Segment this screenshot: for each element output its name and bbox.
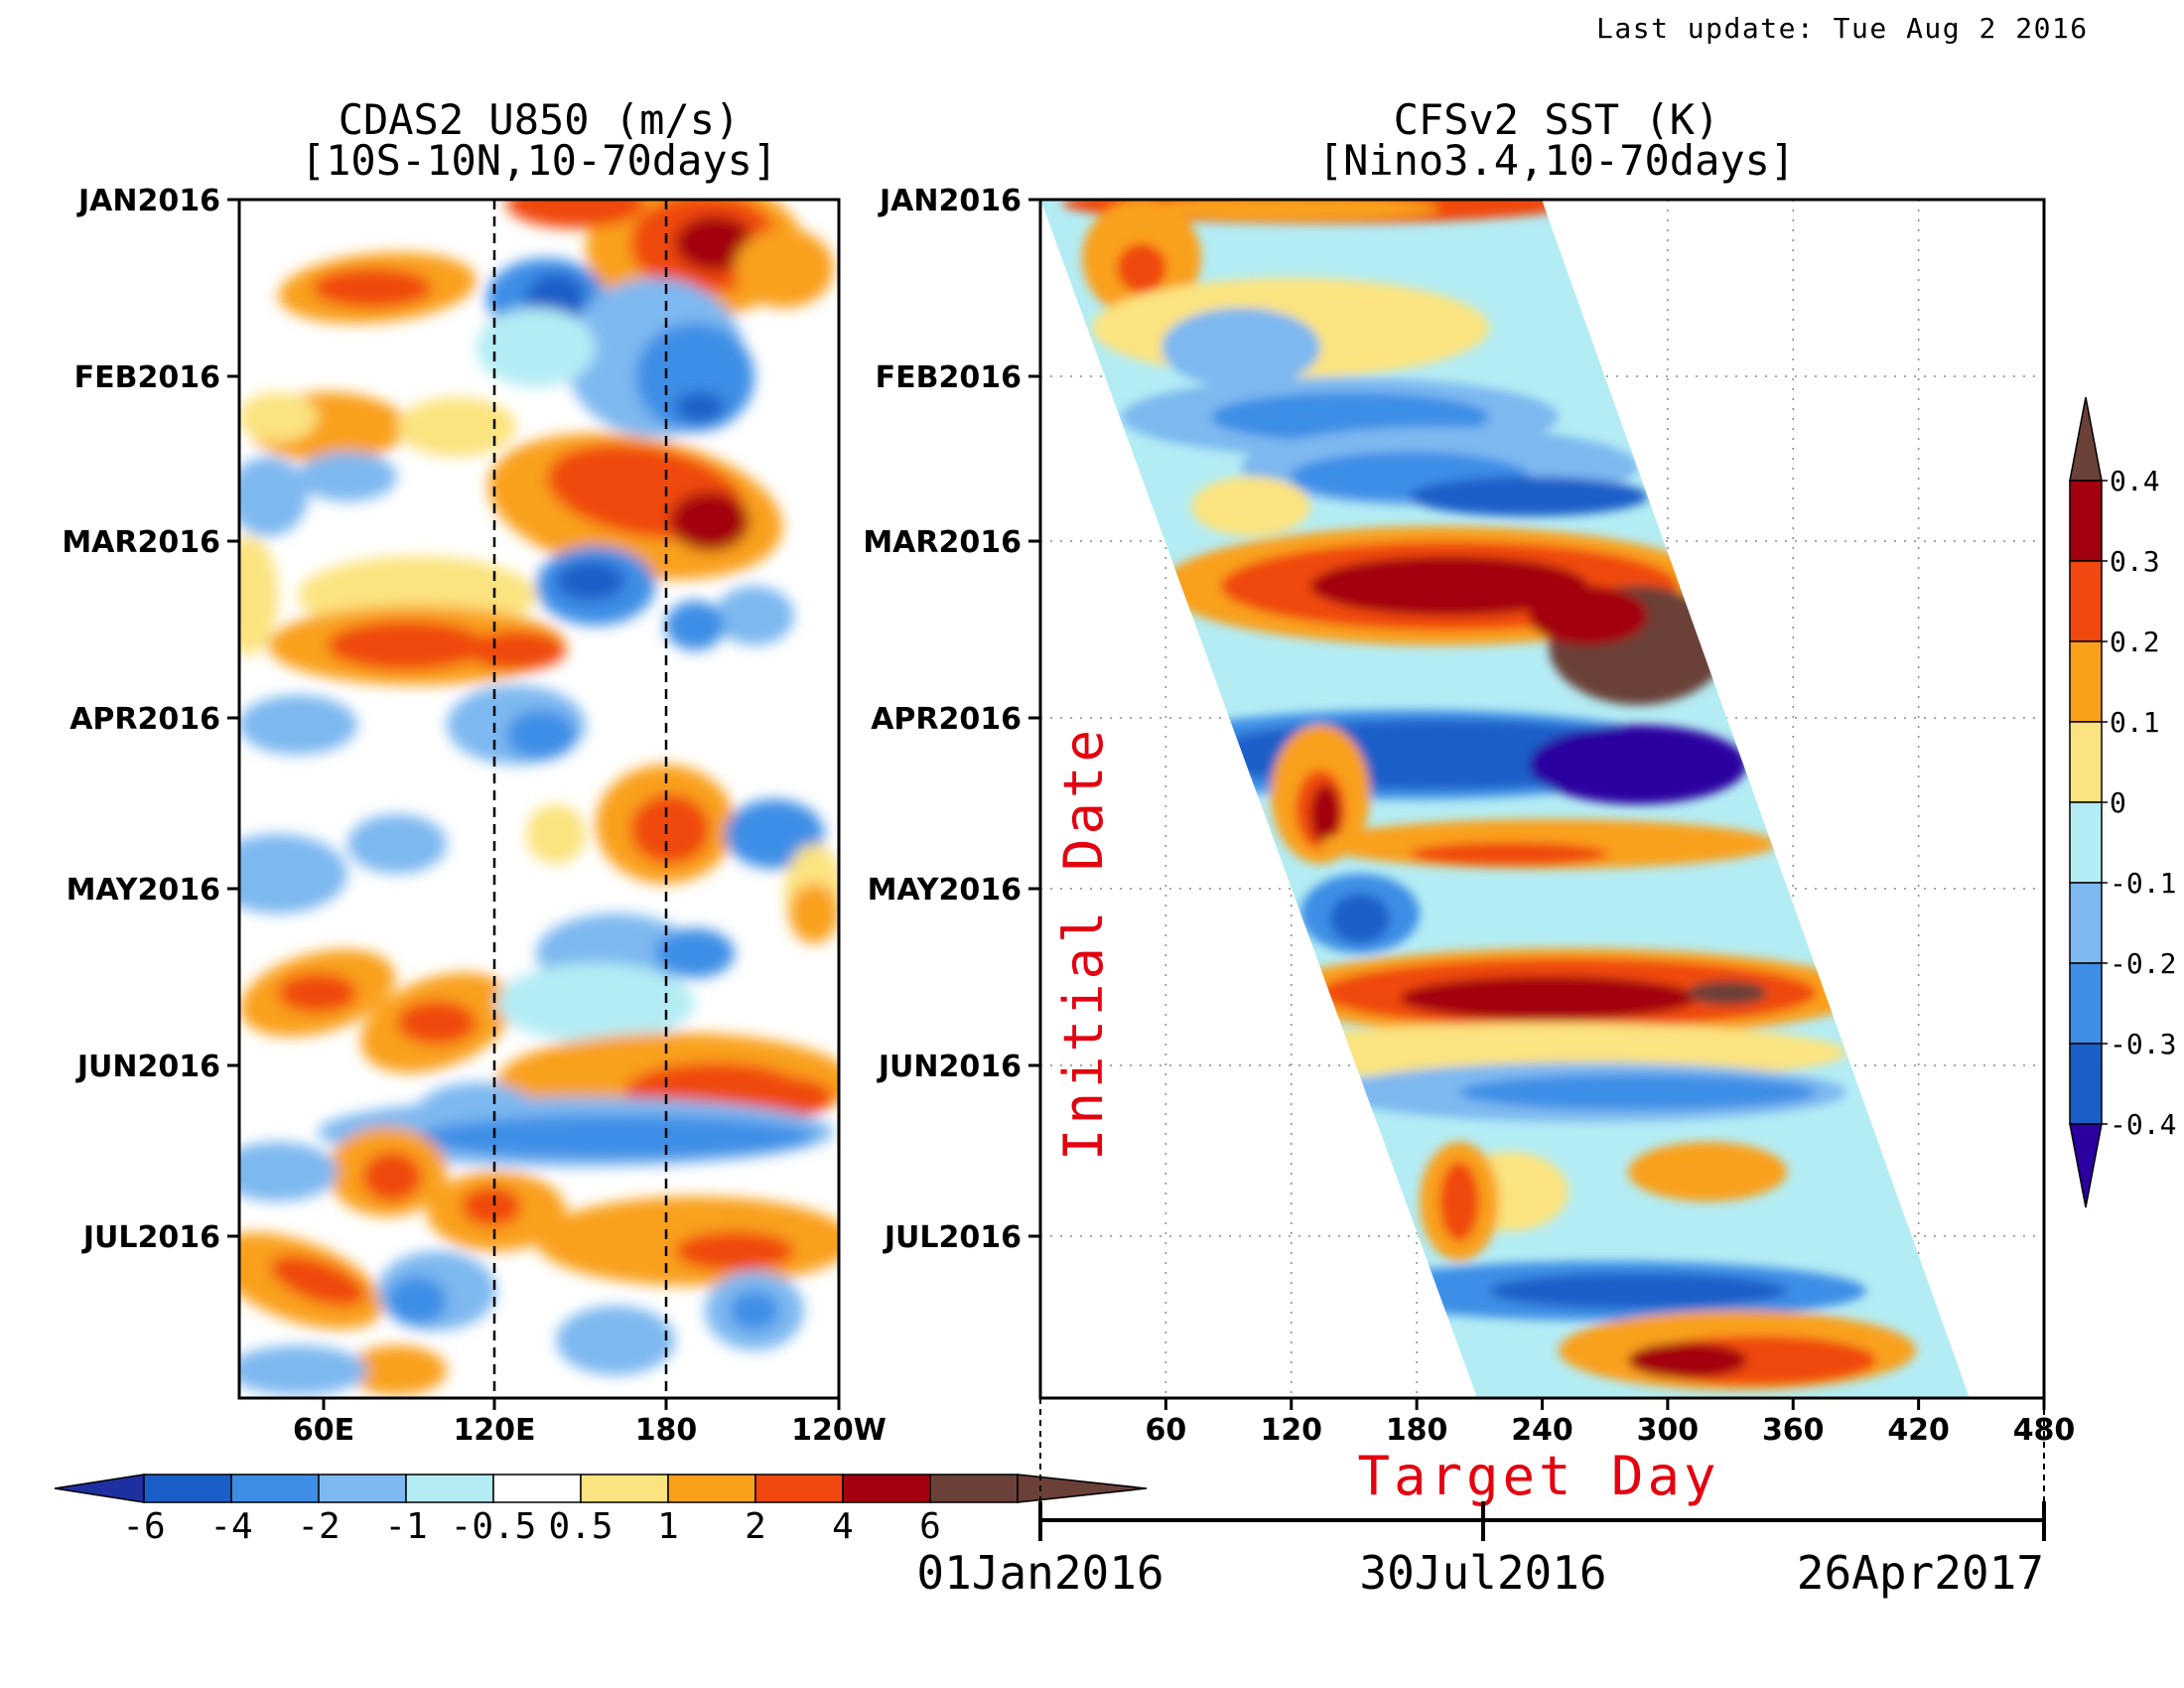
colorbar-swatch <box>754 1474 844 1503</box>
colorbar-label: -0.3 <box>2110 1028 2176 1060</box>
date-axis-label: 26Apr2017 <box>1797 1546 2044 1600</box>
left-chart: CDAS2 U850 (m/s) [10S-10N,10-70days] JAN… <box>54 95 1148 1547</box>
left-y-tick-label: APR2016 <box>69 702 220 737</box>
colorbar-label: 4 <box>832 1506 854 1547</box>
colorbar-swatch <box>2069 560 2103 642</box>
left-x-tick-label: 60E <box>293 1413 354 1448</box>
left-subtitle: [10S-10N,10-70days] <box>301 136 777 185</box>
right-x-tick-label: 60 <box>1146 1413 1187 1448</box>
left-x-tick-label: 120E <box>453 1413 535 1448</box>
right-x-tick-label: 240 <box>1511 1413 1573 1448</box>
left-y-tick-label: JUN2016 <box>75 1050 220 1084</box>
right-chart: CFSv2 SST (K) [Nino3.4,10-70days] JAN201… <box>863 95 2176 1600</box>
colorbar-swatch <box>580 1474 669 1503</box>
colorbar-swatch <box>318 1474 407 1503</box>
colorbar-label: 0.4 <box>2110 465 2160 497</box>
colorbar-swatch <box>2069 721 2103 803</box>
colorbar-label: -6 <box>122 1506 165 1547</box>
left-y-tick-label: JAN2016 <box>76 184 220 218</box>
right-y-tick-label: JAN2016 <box>878 184 1022 218</box>
right-y-tick-label: MAY2016 <box>868 873 1022 908</box>
colorbar-swatch <box>929 1474 1019 1503</box>
colorbar-swatch <box>230 1474 320 1503</box>
colorbar-swatch <box>2069 640 2103 723</box>
colorbar-arrow-left <box>54 1474 145 1503</box>
colorbar-arrow-right <box>1017 1474 1148 1503</box>
left-title: CDAS2 U850 (m/s) <box>339 95 741 144</box>
left-y-tick-label: MAY2016 <box>67 873 220 908</box>
right-x-tick-label: 300 <box>1637 1413 1700 1448</box>
colorbar-label: 0.5 <box>548 1506 613 1547</box>
date-axis-label: 30Jul2016 <box>1359 1546 1606 1600</box>
colorbar-label: -2 <box>297 1506 340 1547</box>
colorbar-label: 6 <box>919 1506 941 1547</box>
colorbar-label: -0.2 <box>2110 947 2176 980</box>
right-y-tick-label: APR2016 <box>871 702 1022 737</box>
right-x-axis: 60 120 180 240 300 360 420 480 <box>1146 1398 2075 1448</box>
colorbar-label: -0.4 <box>2110 1108 2176 1141</box>
colorbar-swatch <box>2069 962 2103 1045</box>
right-x-tick-label: 180 <box>1386 1413 1448 1448</box>
colorbar-swatch <box>667 1474 756 1503</box>
colorbar-label: -4 <box>209 1506 252 1547</box>
colorbar-swatch <box>842 1474 931 1503</box>
colorbar-swatch <box>492 1474 582 1503</box>
colorbar-swatch <box>2069 882 2103 964</box>
left-frame <box>237 198 841 1400</box>
right-y-axis: JAN2016 FEB2016 MAR2016 APR2016 MAY2016 JUN20… <box>863 184 1040 1255</box>
right-xlabel: Target Day <box>1357 1445 1719 1507</box>
right-x-tick-label: 420 <box>1887 1413 1950 1448</box>
left-x-tick-label: 120W <box>791 1413 887 1448</box>
colorbar-label: -1 <box>384 1506 427 1547</box>
colorbar-label: -0.1 <box>2110 867 2176 900</box>
colorbar-swatch <box>2069 480 2103 562</box>
colorbar-arrow-top <box>2069 396 2103 482</box>
last-update: Last update: Tue Aug 2 2016 <box>1596 12 2089 45</box>
colorbar-swatch <box>2069 801 2103 884</box>
left-x-tick-label: 180 <box>635 1413 698 1448</box>
right-colorbar: 0.4 0.3 0.2 0.1 0 -0.1 -0.2 -0.3 -0.4 <box>2069 396 2176 1208</box>
colorbar-label: 0.3 <box>2110 545 2160 578</box>
colorbar-label: 0 <box>2110 786 2126 819</box>
colorbar-swatch <box>405 1474 494 1503</box>
left-colorbar: -6 -4 -2 -1 -0.5 0.5 1 2 4 6 <box>54 1474 1148 1547</box>
colorbar-swatch <box>143 1474 232 1503</box>
left-y-tick-label: JUL2016 <box>81 1220 220 1255</box>
left-x-axis: 60E 120E 180 120W <box>293 1398 887 1448</box>
right-x-tick-label: 360 <box>1762 1413 1825 1448</box>
colorbar-arrow-bottom <box>2069 1123 2103 1208</box>
right-subtitle: [Nino3.4,10-70days] <box>1318 136 1795 185</box>
left-field <box>239 200 839 1398</box>
colorbar-label: 1 <box>657 1506 679 1547</box>
date-axis: 01Jan2016 30Jul2016 26Apr2017 <box>916 1501 2046 1600</box>
right-y-tick-label: JUN2016 <box>877 1050 1022 1084</box>
colorbar-label: 0.1 <box>2110 706 2160 739</box>
left-y-tick-label: MAR2016 <box>62 525 220 560</box>
left-y-axis: JAN2016 FEB2016 MAR2016 APR2016 MAY2016 JUN20… <box>62 184 239 1255</box>
right-title: CFSv2 SST (K) <box>1394 95 1720 144</box>
colorbar-swatch <box>2069 1043 2103 1125</box>
date-axis-label: 01Jan2016 <box>916 1546 1163 1600</box>
right-ylabel: Initial Date <box>1052 726 1115 1161</box>
right-y-tick-label: MAR2016 <box>863 525 1022 560</box>
right-y-tick-label: JUL2016 <box>883 1220 1022 1255</box>
right-x-tick-label: 120 <box>1260 1413 1322 1448</box>
colorbar-label: 0.2 <box>2110 626 2160 658</box>
right-y-tick-label: FEB2016 <box>876 360 1022 395</box>
right-field <box>1040 200 1970 1398</box>
colorbar-label: 2 <box>745 1506 766 1547</box>
colorbar-label: -0.5 <box>451 1506 537 1547</box>
left-y-tick-label: FEB2016 <box>74 360 220 395</box>
